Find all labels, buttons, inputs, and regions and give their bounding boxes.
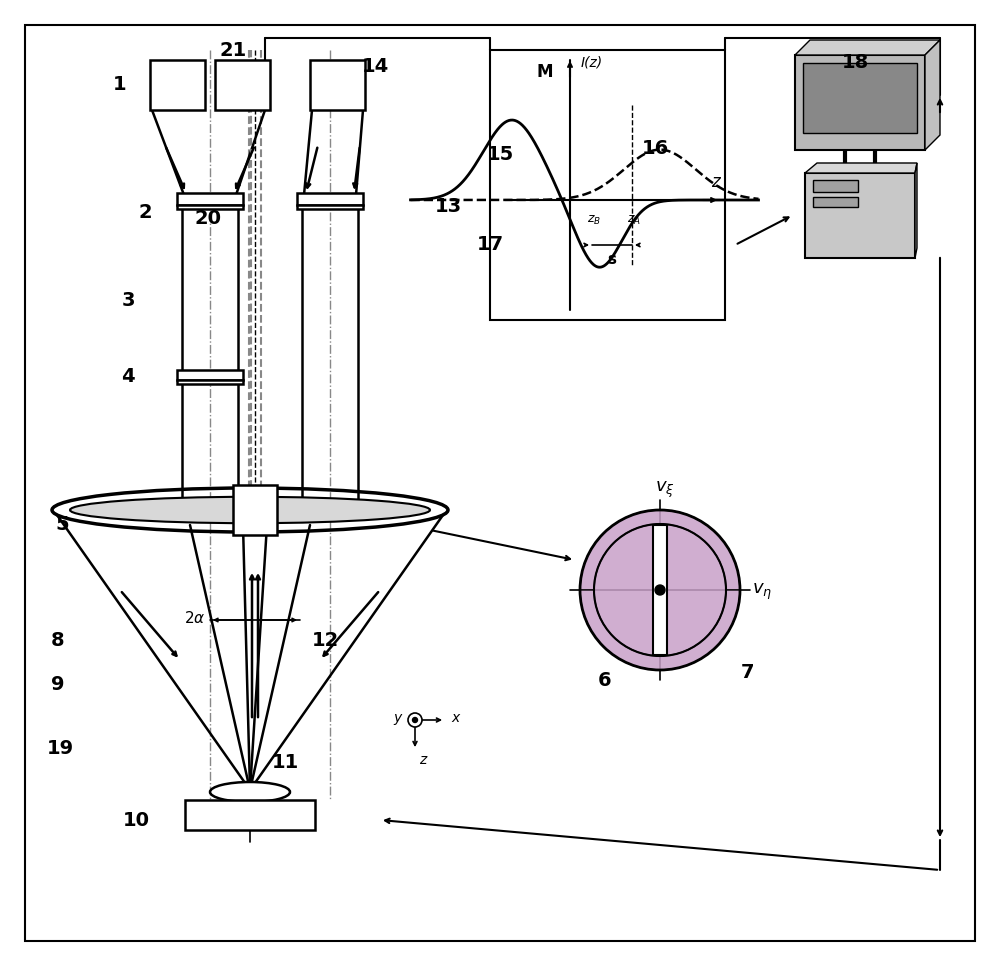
Bar [795,55,925,150]
Polygon shape [795,40,940,55]
Text: x: x [451,711,459,725]
Text: 10: 10 [122,810,150,830]
Text: 5: 5 [55,516,69,534]
Bar [297,193,363,205]
Text: 20: 20 [194,209,222,228]
Text: 11: 11 [271,753,299,772]
Ellipse shape [70,497,430,524]
Text: $v_\xi$: $v_\xi$ [655,480,675,500]
Text: 7: 7 [741,663,755,681]
Text: 12: 12 [311,631,339,649]
Ellipse shape [211,790,289,800]
Text: 19: 19 [46,738,74,757]
Text: $z_A$: $z_A$ [627,213,641,227]
Bar [177,380,243,384]
Bar [813,197,858,207]
Bar [310,60,365,110]
Text: 21: 21 [219,41,247,60]
Text: 16: 16 [641,138,669,157]
Text: s: s [608,251,616,267]
Bar [177,193,243,205]
Text: 13: 13 [434,197,462,216]
Text: 3: 3 [121,291,135,309]
Text: $v_\eta$: $v_\eta$ [752,582,772,602]
Text: 1: 1 [113,75,127,95]
Polygon shape [660,524,726,656]
Text: 9: 9 [51,675,65,695]
Polygon shape [915,163,917,258]
Bar [177,370,243,380]
Text: 8: 8 [51,631,65,649]
Text: z: z [711,173,719,191]
Ellipse shape [210,782,290,802]
Circle shape [655,585,665,595]
Text: $2\alpha$: $2\alpha$ [184,610,206,626]
Text: 2: 2 [138,204,152,222]
Text: 15: 15 [486,146,514,164]
Circle shape [408,713,422,727]
Polygon shape [594,524,660,656]
Bar [185,800,315,830]
Polygon shape [805,163,917,173]
Bar [653,525,667,655]
Text: y: y [393,711,401,725]
Text: M: M [537,63,553,81]
Bar [233,485,277,535]
Text: $z_B$: $z_B$ [587,213,601,227]
Bar [297,205,363,209]
Bar [150,60,205,110]
Text: 18: 18 [841,52,869,71]
Text: 14: 14 [361,58,389,76]
Text: I(z): I(z) [581,55,603,69]
Polygon shape [925,40,940,150]
Text: 17: 17 [476,236,504,254]
Bar [803,63,917,133]
Bar [177,205,243,209]
Bar [813,180,858,192]
Bar [215,60,270,110]
Wedge shape [580,590,740,670]
Text: z: z [419,753,427,767]
Circle shape [413,718,418,723]
Bar [805,173,915,258]
Wedge shape [580,510,740,590]
Text: 6: 6 [598,670,612,690]
Text: 4: 4 [121,367,135,386]
Bar [490,50,725,320]
